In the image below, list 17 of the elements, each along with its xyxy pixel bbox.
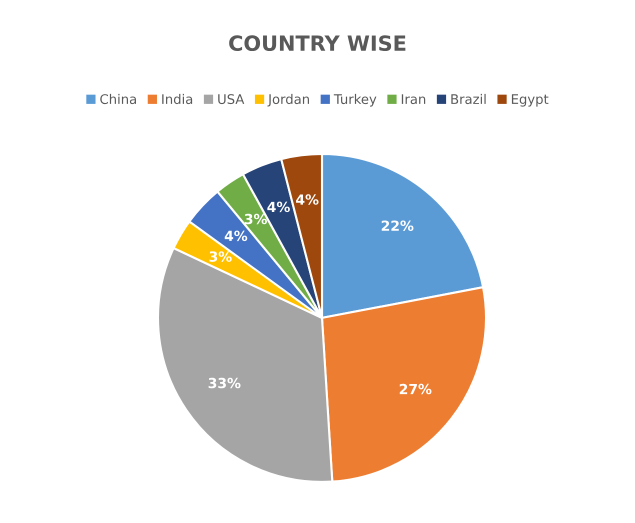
legend-label: India: [162, 94, 192, 104]
chart-title: COUNTRY WISE: [229, 35, 406, 52]
data-label: 33%: [208, 378, 241, 388]
legend-label: Iran: [402, 94, 426, 104]
data-label: 4%: [267, 202, 290, 212]
data-label: 27%: [400, 384, 432, 394]
data-label: 4%: [224, 230, 248, 242]
legend-label: Brazil: [451, 94, 486, 104]
data-label: 4%: [296, 194, 319, 205]
legend-label: Egypt: [512, 94, 548, 107]
legend-label: Turkey: [334, 94, 376, 107]
legend-label: China: [100, 94, 136, 104]
data-label: 22%: [382, 220, 414, 231]
legend-label: USA: [218, 94, 244, 104]
data-label: 3%: [210, 251, 232, 262]
legend-label: Jordan: [267, 94, 309, 107]
data-label: 3%: [244, 214, 267, 224]
